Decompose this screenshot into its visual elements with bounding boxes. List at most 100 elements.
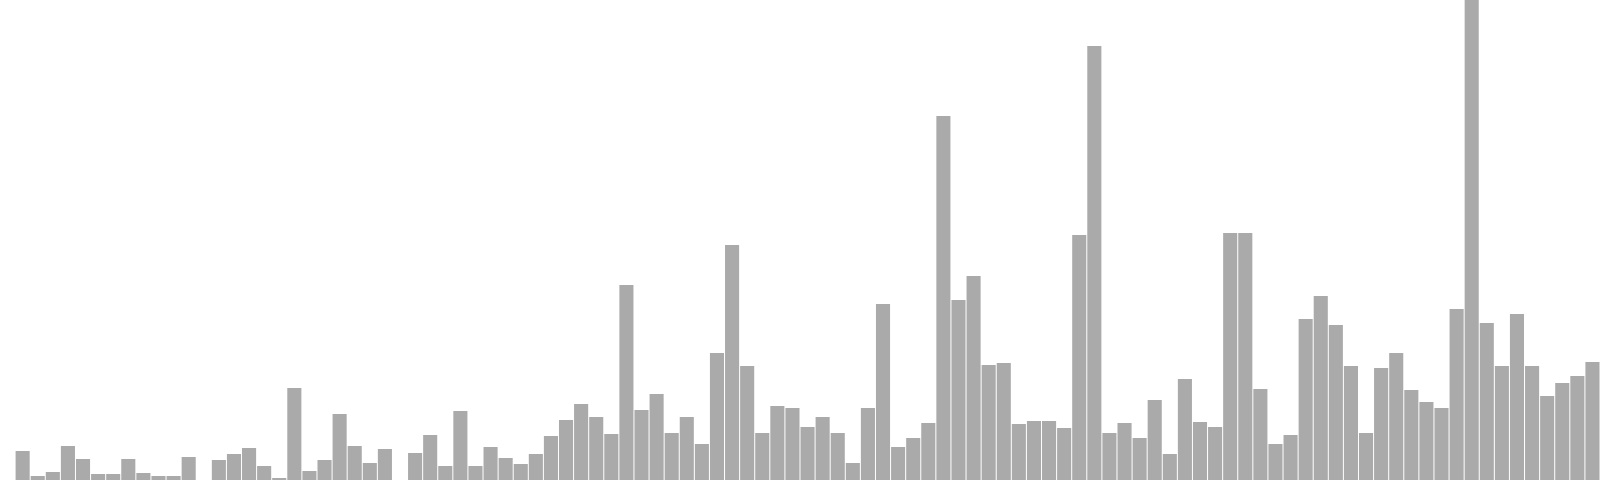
bar-50 (755, 433, 770, 480)
bar-54 (815, 417, 830, 480)
bar-38 (574, 404, 589, 480)
bar-76 (1147, 400, 1162, 480)
bar-1 (15, 451, 30, 480)
bar-100 (1509, 314, 1525, 480)
bar-40 (604, 434, 619, 480)
bar-59 (891, 447, 906, 480)
bar-22 (332, 414, 347, 480)
bar-86 (1298, 319, 1313, 480)
bar-45 (679, 417, 694, 480)
bar-52 (785, 408, 800, 480)
bar-12 (181, 457, 196, 480)
bar-94 (1419, 402, 1434, 480)
bar-44 (664, 433, 679, 480)
bar-2 (30, 476, 45, 480)
bar-33 (498, 458, 513, 480)
bar-18 (272, 478, 287, 480)
bar-47 (709, 353, 725, 480)
bar-82 (1238, 233, 1253, 480)
bar-19 (287, 388, 302, 480)
bar-85 (1283, 435, 1298, 480)
bar-80 (1208, 427, 1223, 480)
bar-37 (558, 420, 574, 480)
bar-11 (166, 476, 181, 480)
bar-24 (362, 463, 377, 480)
bar-42 (634, 410, 649, 480)
bar-20 (302, 471, 317, 480)
bar-46 (694, 444, 709, 480)
bar-84 (1268, 444, 1283, 480)
bar-95 (1434, 408, 1449, 480)
bar-5 (75, 459, 91, 480)
bar-9 (136, 473, 151, 480)
bar-98 (1479, 323, 1494, 480)
bar-60 (906, 438, 921, 480)
bar-21 (317, 460, 332, 480)
bar-27 (408, 453, 423, 480)
bar-102 (1540, 396, 1555, 480)
bar-32 (483, 447, 498, 480)
bar-71 (1072, 235, 1087, 480)
bar-23 (347, 446, 362, 480)
bar-17 (257, 466, 272, 480)
bar-41 (619, 285, 634, 480)
bar-39 (589, 417, 604, 480)
bar-3 (45, 472, 60, 480)
bar-61 (921, 423, 936, 480)
bar-89 (1343, 366, 1358, 480)
bar-56 (845, 463, 860, 480)
bar-14 (211, 460, 226, 480)
bar-77 (1162, 454, 1177, 480)
bar-43 (649, 394, 664, 480)
bar-55 (830, 433, 845, 480)
bar-99 (1494, 366, 1509, 480)
bar-91 (1374, 368, 1389, 480)
bar-90 (1358, 433, 1374, 480)
bar-15 (226, 454, 242, 480)
bar-62 (936, 116, 951, 480)
bar-6 (91, 474, 106, 480)
bar-83 (1253, 389, 1268, 480)
bar-74 (1117, 423, 1132, 480)
bar-67 (1011, 424, 1026, 480)
bar-34 (513, 464, 528, 480)
bar-7 (106, 474, 121, 480)
bar-51 (770, 406, 785, 480)
bar-57 (860, 408, 875, 480)
bar-88 (1328, 325, 1343, 480)
bar-105 (1585, 362, 1600, 480)
bar-70 (1057, 428, 1072, 480)
bar-81 (1223, 233, 1238, 480)
bar-48 (725, 245, 740, 480)
bar-73 (1102, 433, 1117, 480)
bar-75 (1132, 438, 1147, 480)
bar-63 (951, 300, 966, 480)
bar-16 (242, 448, 257, 480)
bar-87 (1313, 296, 1328, 480)
bar-53 (800, 427, 815, 480)
bar-93 (1404, 390, 1419, 480)
bar-72 (1087, 46, 1102, 480)
bar-64 (966, 276, 981, 480)
bar-97 (1464, 0, 1479, 480)
bar-25 (377, 449, 392, 480)
bar-103 (1555, 383, 1570, 480)
bar-69 (1042, 421, 1057, 480)
bar-35 (528, 454, 543, 480)
bar-65 (981, 365, 996, 480)
bar-101 (1525, 366, 1540, 480)
bar-29 (438, 466, 453, 480)
bar-31 (468, 466, 483, 480)
bar-49 (740, 366, 755, 480)
bar-10 (151, 476, 166, 480)
bar-92 (1389, 353, 1404, 480)
bar-96 (1449, 309, 1464, 480)
bar-28 (423, 435, 438, 480)
bar-78 (1177, 379, 1192, 480)
bar-4 (60, 446, 75, 480)
bar-68 (1026, 421, 1042, 480)
bar-104 (1570, 376, 1585, 480)
bar-30 (453, 411, 468, 480)
